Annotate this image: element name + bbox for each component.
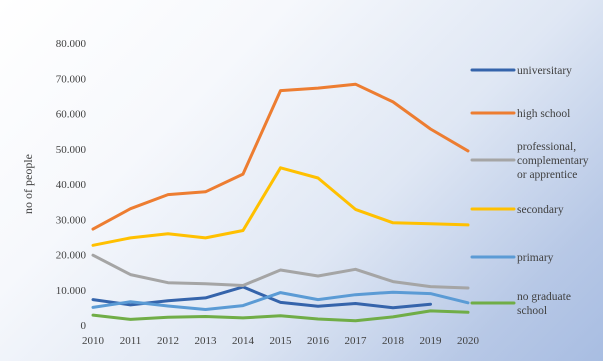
y-tick-label: 40.000 bbox=[56, 179, 87, 191]
x-tick-label: 2017 bbox=[345, 335, 368, 347]
legend-label-line: school bbox=[517, 305, 547, 317]
series-line-4 bbox=[91, 290, 470, 311]
x-tick-label: 2011 bbox=[120, 335, 142, 347]
legend-label-3: secondary bbox=[517, 204, 564, 216]
legend-label-line: no graduate bbox=[517, 291, 571, 303]
x-tick-label: 2013 bbox=[195, 335, 218, 347]
y-tick-label: 0 bbox=[81, 320, 87, 332]
x-tick-label: 2018 bbox=[382, 335, 405, 347]
y-tick-label: 60.000 bbox=[56, 109, 87, 121]
legend-label-line: professional, bbox=[517, 141, 576, 153]
legend-label-line: complementary bbox=[517, 155, 589, 167]
legend-label-0: universitary bbox=[517, 65, 572, 77]
legend-label-5: no graduate school bbox=[517, 291, 571, 317]
series-line-3 bbox=[91, 166, 470, 247]
x-tick-label: 2015 bbox=[270, 335, 293, 347]
y-tick-label: 50.000 bbox=[56, 144, 87, 156]
legend-label-line: high school bbox=[517, 108, 570, 120]
y-tick-label: 20.000 bbox=[56, 250, 87, 262]
series-line-1 bbox=[91, 82, 470, 231]
x-tick-label: 2016 bbox=[307, 335, 330, 347]
legend-label-line: or apprentice bbox=[517, 169, 577, 181]
legend-label-2: professional, complementary or apprentice bbox=[517, 141, 589, 181]
legend-label-1: high school bbox=[517, 108, 570, 120]
x-tick-label: 2014 bbox=[232, 335, 255, 347]
y-tick-label: 80.000 bbox=[56, 38, 87, 50]
legend-label-line: primary bbox=[517, 252, 554, 264]
x-tick-label: 2020 bbox=[457, 335, 480, 347]
legend-label-line: secondary bbox=[517, 204, 564, 216]
x-tick-label: 2019 bbox=[420, 335, 443, 347]
series-line-2 bbox=[91, 253, 470, 290]
y-tick-label: 30.000 bbox=[56, 214, 87, 226]
x-tick-label: 2012 bbox=[157, 335, 179, 347]
x-tick-label: 2010 bbox=[82, 335, 105, 347]
series-line-5 bbox=[91, 309, 470, 323]
y-tick-label: 70.000 bbox=[56, 73, 87, 85]
y-tick-label: 10.000 bbox=[56, 285, 87, 297]
y-axis-title: no of people bbox=[21, 154, 35, 214]
legend-label-line: universitary bbox=[517, 65, 572, 77]
legend-label-4: primary bbox=[517, 252, 554, 264]
